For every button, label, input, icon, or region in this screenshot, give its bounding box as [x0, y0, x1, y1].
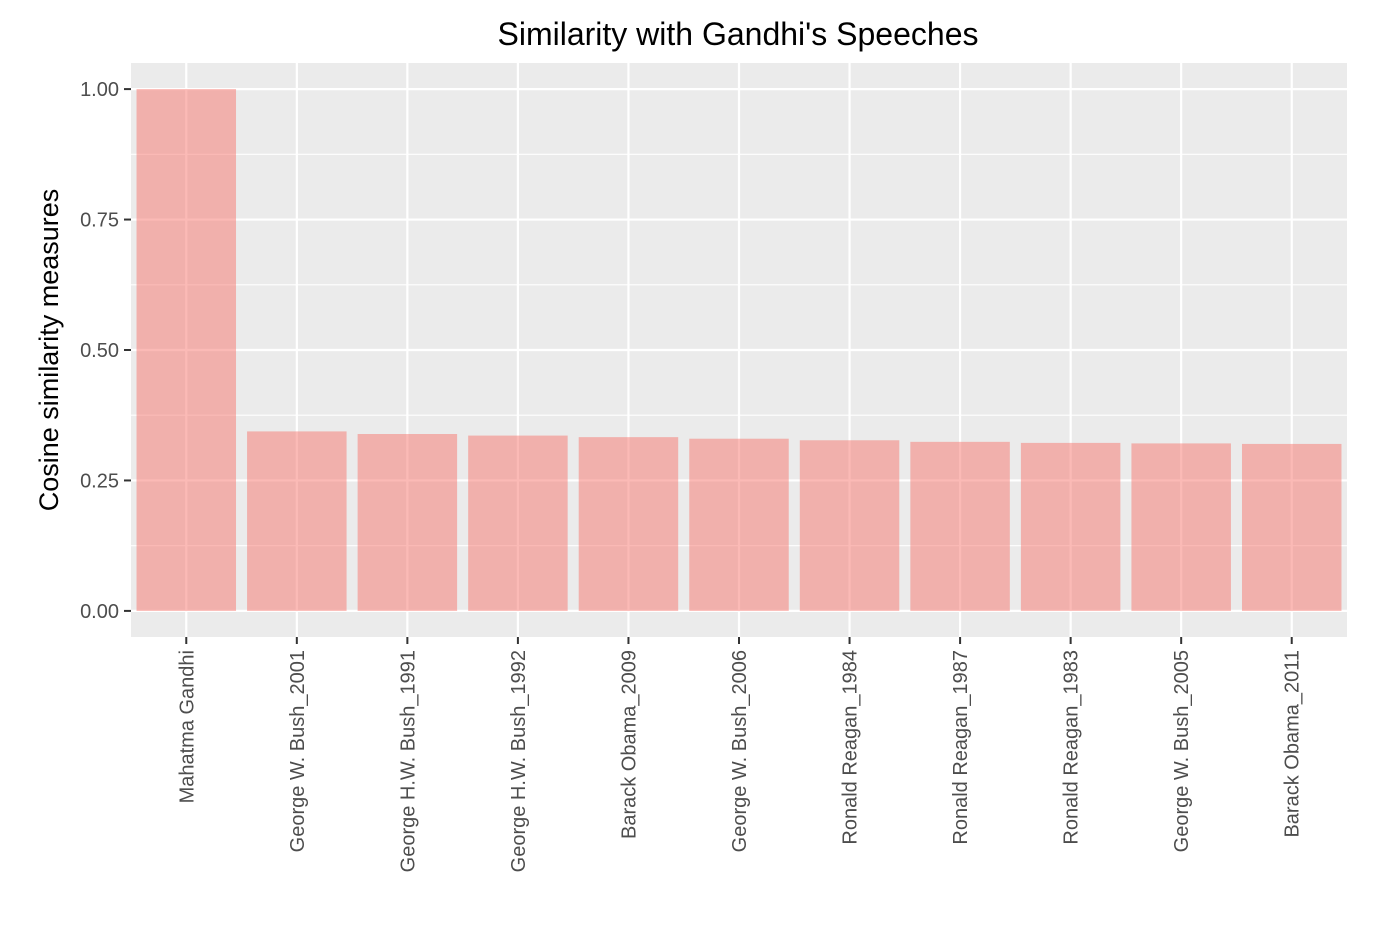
bar-george-w-bush-2006	[689, 438, 789, 611]
x-tick-label: Barack Obama_2009	[618, 650, 640, 839]
chart-title: Similarity with Gandhi's Speeches	[498, 16, 979, 52]
bar-george-w-bush-2001	[247, 431, 347, 611]
x-tick-label: Ronald Reagan_1983	[1061, 650, 1083, 845]
x-tick-label: Ronald Reagan_1987	[950, 650, 972, 845]
bar-ronald-reagan-1987	[910, 441, 1010, 611]
x-tick-label: George W. Bush_2006	[729, 650, 751, 852]
x-tick-label: George W. Bush_2001	[287, 650, 309, 852]
y-axis-label: Cosine similarity measures	[34, 189, 64, 512]
x-tick-label: George W. Bush_2005	[1171, 650, 1193, 852]
bar-george-h-w-bush-1992	[468, 435, 568, 611]
plot-panel: 0.00 0.25 0.50 0.75 1.00 Mahatma Gandhi George…	[80, 63, 1347, 872]
bar-barack-obama-2009	[578, 437, 679, 611]
x-tick-label: Barack Obama_2011	[1282, 650, 1304, 838]
bar-george-h-w-bush-1991	[357, 434, 458, 611]
y-tick-label: 0.00	[80, 601, 119, 623]
x-tick-label: Ronald Reagan_1984	[840, 650, 862, 845]
x-tick-label: Mahatma Gandhi	[176, 650, 198, 803]
y-tick-label: 0.50	[80, 340, 119, 362]
bar-barack-obama-2011	[1241, 443, 1342, 611]
bar-ronald-reagan-1984	[799, 440, 900, 611]
bar-ronald-reagan-1983	[1020, 442, 1121, 611]
y-tick-label: 0.25	[80, 470, 119, 492]
y-tick-label: 1.00	[80, 79, 119, 101]
x-tick-label: George H.W. Bush_1992	[508, 650, 530, 872]
y-tick-label: 0.75	[80, 210, 119, 232]
bar-mahatma-gandhi	[136, 89, 237, 611]
bar-george-w-bush-2005	[1131, 443, 1231, 611]
x-tick-label: George H.W. Bush_1991	[397, 650, 419, 872]
